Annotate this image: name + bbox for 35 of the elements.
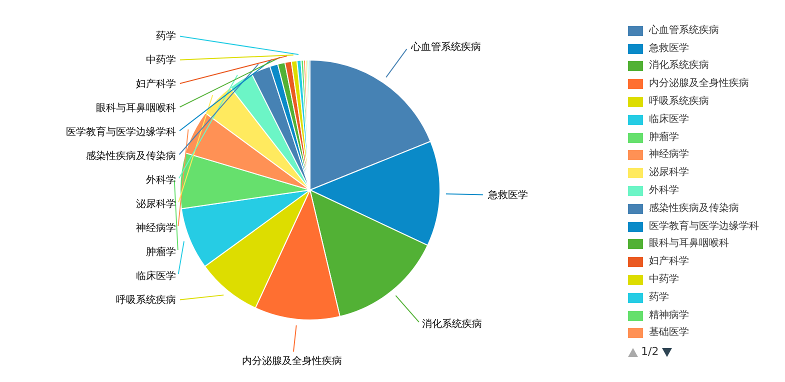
slice-label: 感染性疾病及传染病 [86, 150, 176, 162]
slice-label: 妇产科学 [136, 78, 176, 90]
legend-label: 精神病学 [649, 310, 689, 322]
legend-label: 神经病学 [649, 149, 689, 162]
slice-label: 急救医学 [487, 189, 528, 201]
slice-label: 呼吸系统疾病 [116, 294, 176, 306]
legend-label: 外科学 [649, 185, 679, 198]
legend-label: 医学教育与医学边缘学科 [649, 220, 759, 233]
slice-label: 眼科与耳鼻咽喉科 [96, 102, 176, 114]
legend-label: 基础医学 [649, 327, 689, 340]
legend-label: 中药学 [649, 274, 679, 286]
slice-label: 神经病学 [136, 222, 176, 234]
legend-label: 感染性疾病及传染病 [649, 202, 739, 215]
legend-label: 消化系统疾病 [649, 60, 709, 72]
text: 1/2 [641, 345, 659, 358]
legend-label: 眼科与耳鼻咽喉科 [649, 238, 729, 250]
legend-label: 急救医学 [649, 42, 689, 55]
slice-label: 医学教育与医学边缘学科 [66, 126, 176, 138]
legend-label: 临床医学 [649, 114, 689, 126]
legend-label: 泌尿科学 [649, 167, 689, 180]
slice-label: 内分泌腺及全身性疾病 [242, 355, 342, 367]
slice-label: 中药学 [146, 54, 176, 66]
legend-label: 肿瘤学 [649, 132, 679, 144]
slice-label: 肿瘤学 [146, 246, 176, 258]
legend-label: 呼吸系统疾病 [649, 96, 709, 108]
legend-label: 心血管系统疾病 [649, 24, 719, 37]
slice-label: 心血管系统疾病 [410, 41, 481, 53]
slice-label: 消化系统疾病 [422, 318, 482, 330]
legend-label: 妇产科学 [649, 256, 689, 268]
slice-label: 药学 [156, 30, 176, 42]
legend-label: 药学 [649, 292, 669, 304]
category-label: 外科学 [146, 175, 176, 186]
slice-label: 临床医学 [136, 270, 176, 282]
category-label: 泌尿科学 [136, 199, 176, 210]
legend-label: 内分泌腺及全身性疾病 [649, 78, 749, 90]
